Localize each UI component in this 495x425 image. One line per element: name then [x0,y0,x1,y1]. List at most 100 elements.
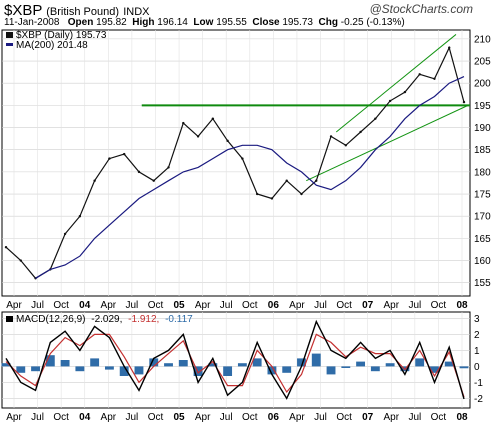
macd-y-tick-label: -1 [474,378,483,389]
price-line [5,45,465,280]
y-tick-label: 160 [474,256,491,267]
quote-date: 11-Jan-2008 [4,17,60,28]
open-label: Open [67,17,94,28]
chg-value: -0.25 (-0.13%) [340,17,405,28]
x-tick-label: Oct [336,300,352,311]
macd-x-tick-label: Oct [431,412,447,423]
x-tick-label: 06 [268,300,280,311]
macd-x-tick-label: Apr [383,412,399,423]
macd-legend: MACD(12,26,9) -2.029, -1.912, -0.117 [6,314,193,325]
low-value: 195.55 [216,17,247,28]
chart-title: $XBP (British Pound) INDX [4,2,149,19]
macd-x-tick-label: Apr [6,412,22,423]
histogram-bar [16,366,26,373]
histogram-bar [297,358,306,367]
x-tick-label: Oct [431,300,447,311]
x-tick-label: 08 [456,300,468,311]
close-value: 195.73 [282,17,313,28]
histogram-bar [415,358,425,367]
macd-x-tick-label: Oct [242,412,258,423]
channel-upper-line [335,34,457,133]
quote-line: 11-Jan-2008 Open 195.82 High 196.14 Low … [4,17,405,28]
x-tick-label: Jul [408,300,421,311]
exchange: INDX [123,6,150,18]
histogram-bar [237,363,247,367]
macd-x-tick-label: Oct [53,412,69,423]
histogram-bar [223,366,233,376]
y-tick-label: 210 [474,34,491,45]
macd-x-tick-label: Jul [31,412,44,423]
x-tick-label: Oct [148,300,164,311]
histogram-bar [1,363,11,367]
macd-x-axis: Apr Jul Oct 04 Apr Jul Oct 05 Apr Jul Oct 06 Apr Jul O… [6,412,468,423]
low-label: Low [193,17,214,28]
ma-line [35,76,465,279]
channel-lower-line [306,104,469,182]
macd-legend-text: MACD(12,26,9) -2.029, -1.912, -0.117 [16,314,193,325]
legend-ma: MA(200) 201.48 [16,40,88,51]
x-tick-label: Oct [53,300,69,311]
histogram-bar [430,366,439,373]
macd-x-tick-label: 05 [173,412,185,423]
y-tick-label: 180 [474,167,491,178]
macd-x-tick-label: 06 [268,412,280,423]
macd-x-tick-label: Oct [336,412,352,423]
macd-x-tick-label: Jul [314,412,327,423]
histogram-bar [60,360,70,367]
x-tick-label: Apr [289,300,305,311]
histogram-bar [282,366,292,373]
legend-swatch-macd [6,316,13,322]
macd-histogram [1,353,469,376]
y-tick-label: 195 [474,101,491,112]
y-tick-label: 165 [474,234,491,245]
y-tick-label: 205 [474,57,491,68]
high-value: 196.14 [157,17,188,28]
macd-x-tick-label: 08 [456,412,468,423]
macd-x-tick-label: Jul [408,412,421,423]
x-tick-label: Jul [220,300,233,311]
histogram-bar [356,361,366,367]
macd-y-tick-label: -2 [474,394,483,405]
macd-x-tick-label: 04 [79,412,91,423]
macd-line [5,319,465,400]
macd-x-tick-label: Jul [220,412,233,423]
x-tick-label: 07 [362,300,374,311]
macd-x-tick-label: Apr [101,412,117,423]
x-tick-label: Apr [101,300,117,311]
y-tick-label: 175 [474,190,491,201]
x-tick-label: Apr [383,300,399,311]
macd-y-axis: -2 -1 0 1 2 3 [474,314,483,405]
histogram-bar [164,363,173,367]
legend-swatch-price [6,32,13,38]
histogram-bar [311,353,321,367]
histogram-bar [90,358,100,367]
x-tick-label: Jul [125,300,138,311]
macd-y-tick-label: 2 [474,330,480,341]
macd-x-tick-label: Jul [125,412,138,423]
histogram-bar [119,366,129,376]
x-tick-label: Apr [6,300,22,311]
legend-price: $XBP (Daily) 195.73 [16,30,107,41]
macd-value: -2.029, [91,314,122,325]
y-tick-label: 185 [474,145,491,156]
open-value: 195.82 [96,17,127,28]
x-tick-label: Oct [242,300,258,311]
x-tick-label: Jul [31,300,44,311]
histogram-bar [208,363,218,367]
chg-label: Chg [318,17,338,28]
macd-panel [1,311,471,409]
close-label: Close [252,17,280,28]
instrument-name: (British Pound) [46,6,120,18]
signal-line [5,333,465,398]
histogram-bar [178,360,188,367]
y-tick-label: 200 [474,79,491,90]
symbol: $XBP [4,2,43,19]
legend-swatch-ma [6,43,13,46]
macd-label: MACD(12,26,9) [16,314,85,325]
macd-x-tick-label: Oct [148,412,164,423]
histogram-bar [370,366,380,372]
x-tick-label: Jul [314,300,327,311]
y-tick-label: 155 [474,278,491,289]
price-panel [1,29,471,297]
